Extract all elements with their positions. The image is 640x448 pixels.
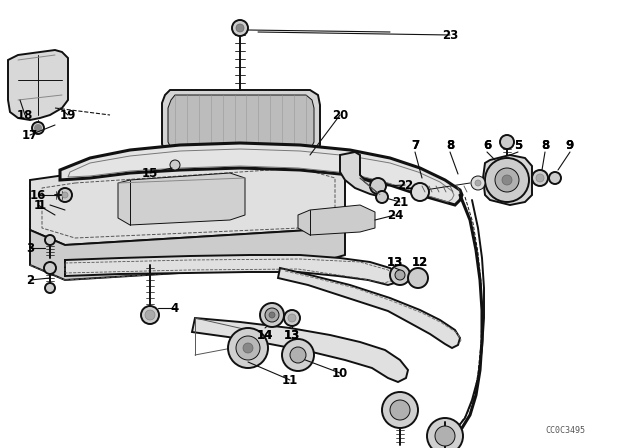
Text: 12: 12 [412, 255, 428, 268]
Text: 2: 2 [26, 273, 34, 287]
Polygon shape [30, 220, 345, 280]
Circle shape [427, 418, 463, 448]
Circle shape [536, 174, 544, 182]
Circle shape [141, 306, 159, 324]
Polygon shape [168, 95, 314, 153]
Polygon shape [192, 318, 408, 382]
Circle shape [58, 188, 72, 202]
Circle shape [370, 178, 386, 194]
Polygon shape [65, 255, 400, 285]
Circle shape [288, 314, 296, 322]
Text: 8: 8 [541, 138, 549, 151]
Circle shape [265, 308, 279, 322]
Circle shape [44, 262, 56, 274]
Text: 23: 23 [442, 29, 458, 42]
Circle shape [495, 168, 519, 192]
Polygon shape [298, 205, 375, 235]
Circle shape [232, 20, 248, 36]
Text: 1: 1 [38, 198, 46, 211]
Text: 15: 15 [142, 167, 158, 180]
Circle shape [411, 183, 429, 201]
Polygon shape [30, 160, 345, 245]
Circle shape [435, 426, 455, 446]
Polygon shape [483, 155, 532, 205]
Text: 17: 17 [22, 129, 38, 142]
Text: 12: 12 [412, 255, 428, 268]
Text: 13: 13 [387, 255, 403, 268]
Text: 13: 13 [284, 328, 300, 341]
Circle shape [290, 347, 306, 363]
Circle shape [45, 283, 55, 293]
Circle shape [236, 24, 244, 32]
Polygon shape [278, 268, 460, 348]
Text: 3: 3 [26, 241, 34, 254]
Text: 19: 19 [60, 108, 76, 121]
Circle shape [532, 170, 548, 186]
Text: 5: 5 [514, 138, 522, 151]
Text: 4: 4 [171, 302, 179, 314]
Circle shape [502, 175, 512, 185]
Text: 8: 8 [541, 138, 549, 151]
Circle shape [395, 270, 405, 280]
Text: 22: 22 [397, 178, 413, 191]
Circle shape [485, 158, 529, 202]
Text: 8: 8 [446, 138, 454, 151]
Circle shape [243, 343, 253, 353]
Polygon shape [162, 90, 320, 158]
Text: 14: 14 [257, 328, 273, 341]
Text: 6: 6 [483, 138, 491, 151]
Circle shape [390, 265, 410, 285]
Text: 10: 10 [332, 366, 348, 379]
Text: 13: 13 [284, 328, 300, 341]
Circle shape [260, 303, 284, 327]
Text: 7: 7 [411, 138, 419, 151]
Text: 6: 6 [483, 138, 491, 151]
Text: 7: 7 [411, 138, 419, 151]
Text: 20: 20 [332, 108, 348, 121]
Text: CC0C3495: CC0C3495 [545, 426, 585, 435]
Circle shape [282, 339, 314, 371]
Polygon shape [118, 173, 245, 225]
Text: 9: 9 [566, 138, 574, 151]
Polygon shape [60, 143, 462, 205]
Circle shape [549, 172, 561, 184]
Polygon shape [8, 50, 68, 120]
Text: 18: 18 [17, 108, 33, 121]
Text: 5: 5 [514, 138, 522, 151]
Circle shape [35, 125, 41, 131]
Circle shape [62, 192, 68, 198]
Text: 1: 1 [34, 198, 42, 211]
Circle shape [145, 310, 155, 320]
Text: 11: 11 [282, 374, 298, 387]
Circle shape [228, 328, 268, 368]
Polygon shape [340, 152, 382, 196]
Circle shape [500, 135, 514, 149]
Circle shape [475, 180, 481, 186]
Text: 24: 24 [387, 208, 403, 221]
Circle shape [45, 235, 55, 245]
Circle shape [390, 400, 410, 420]
Circle shape [284, 310, 300, 326]
Circle shape [269, 312, 275, 318]
Circle shape [170, 160, 180, 170]
Circle shape [376, 191, 388, 203]
Circle shape [471, 176, 485, 190]
Text: 14: 14 [257, 328, 273, 341]
Text: 8: 8 [446, 138, 454, 151]
Circle shape [382, 392, 418, 428]
Text: 13: 13 [387, 255, 403, 268]
Circle shape [408, 268, 428, 288]
Text: 21: 21 [392, 195, 408, 208]
Text: 9: 9 [566, 138, 574, 151]
Text: 16: 16 [30, 189, 46, 202]
Circle shape [236, 336, 260, 360]
Circle shape [32, 122, 44, 134]
